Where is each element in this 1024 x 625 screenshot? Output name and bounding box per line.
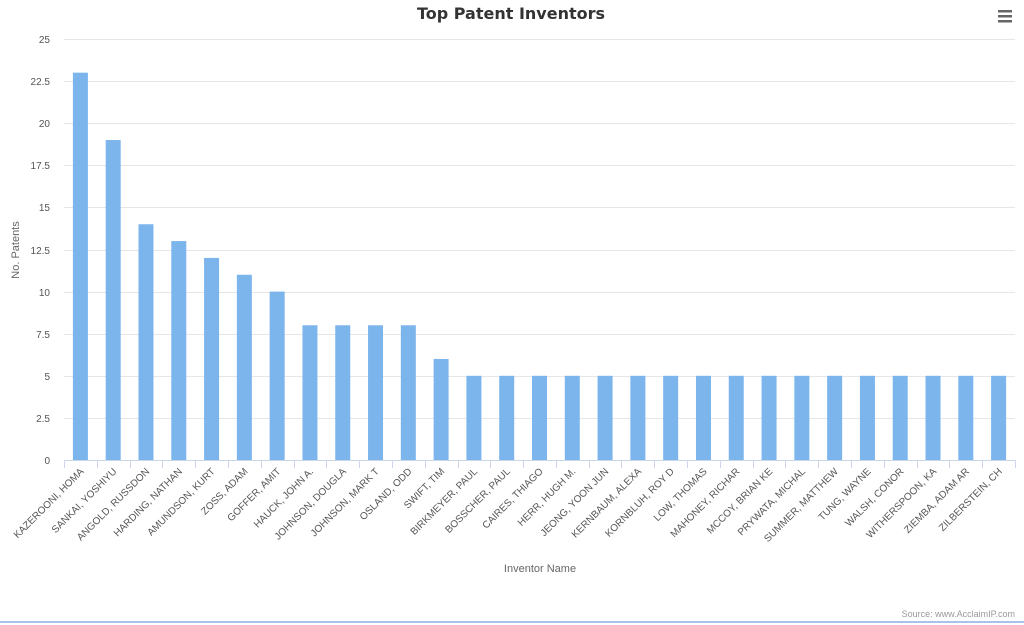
bar[interactable] xyxy=(138,224,154,460)
bar[interactable] xyxy=(302,325,318,460)
bar[interactable] xyxy=(827,375,843,460)
bar[interactable] xyxy=(695,375,711,460)
x-tick-label: CAIRES, THIAGO xyxy=(481,466,546,531)
bar[interactable] xyxy=(958,375,974,460)
bottom-divider xyxy=(0,621,1024,623)
bar[interactable] xyxy=(630,375,646,460)
bar[interactable] xyxy=(400,325,416,460)
y-tick-label: 22.5 xyxy=(31,77,51,88)
bar[interactable] xyxy=(597,375,613,460)
y-tick-label: 12.5 xyxy=(31,246,51,257)
x-axis-title: Inventor Name xyxy=(504,563,576,575)
bar[interactable] xyxy=(532,375,547,460)
y-tick-label: 5 xyxy=(44,372,50,383)
y-tick-label: 25 xyxy=(39,35,51,46)
y-tick-label: 0 xyxy=(44,456,50,467)
bar[interactable] xyxy=(72,72,88,461)
bar[interactable] xyxy=(466,375,482,460)
x-tick-label: WALSH, CONOR xyxy=(843,466,906,529)
bar[interactable] xyxy=(925,375,941,460)
y-tick-label: 15 xyxy=(39,203,51,214)
hamburger-menu-icon[interactable] xyxy=(994,6,1016,26)
bar[interactable] xyxy=(171,241,187,460)
bar[interactable] xyxy=(269,291,285,460)
bar[interactable] xyxy=(892,375,908,460)
y-axis-title: No. Patents xyxy=(10,221,22,279)
bars xyxy=(72,72,1007,461)
y-tick-label: 7.5 xyxy=(36,330,50,341)
y-tick-label: 2.5 xyxy=(36,414,50,425)
chart-title: Top Patent Inventors xyxy=(417,4,605,23)
bar[interactable] xyxy=(728,375,744,460)
bar[interactable] xyxy=(368,325,384,460)
bar[interactable] xyxy=(433,358,449,460)
bar[interactable] xyxy=(564,375,580,460)
y-axis-ticks: 0 2.5 5 7.5 10 12.5 15 17.5 20 22.5 25 xyxy=(31,35,51,467)
y-tick-label: 10 xyxy=(39,288,51,299)
bar[interactable] xyxy=(991,375,1007,460)
bar[interactable] xyxy=(663,375,679,460)
bar[interactable] xyxy=(236,274,252,460)
y-tick-label: 17.5 xyxy=(31,161,51,172)
bar[interactable] xyxy=(859,375,875,460)
source-credit[interactable]: Source: www.AcclaimIP.com xyxy=(902,609,1015,619)
bar[interactable] xyxy=(105,140,121,461)
x-tick-label: HERR, HUGH M. xyxy=(516,466,578,528)
bar[interactable] xyxy=(335,325,351,460)
x-tick-label: ZILBERSTEIN, CH xyxy=(937,466,1005,534)
y-tick-label: 20 xyxy=(39,119,51,130)
bar[interactable] xyxy=(499,375,515,460)
bar[interactable] xyxy=(761,375,777,460)
x-axis-line-group xyxy=(64,460,1016,468)
bar[interactable] xyxy=(794,375,810,460)
gridlines xyxy=(64,39,1015,419)
x-tick-label: HAUCK, JOHN A. xyxy=(252,466,316,530)
bar[interactable] xyxy=(204,257,220,460)
